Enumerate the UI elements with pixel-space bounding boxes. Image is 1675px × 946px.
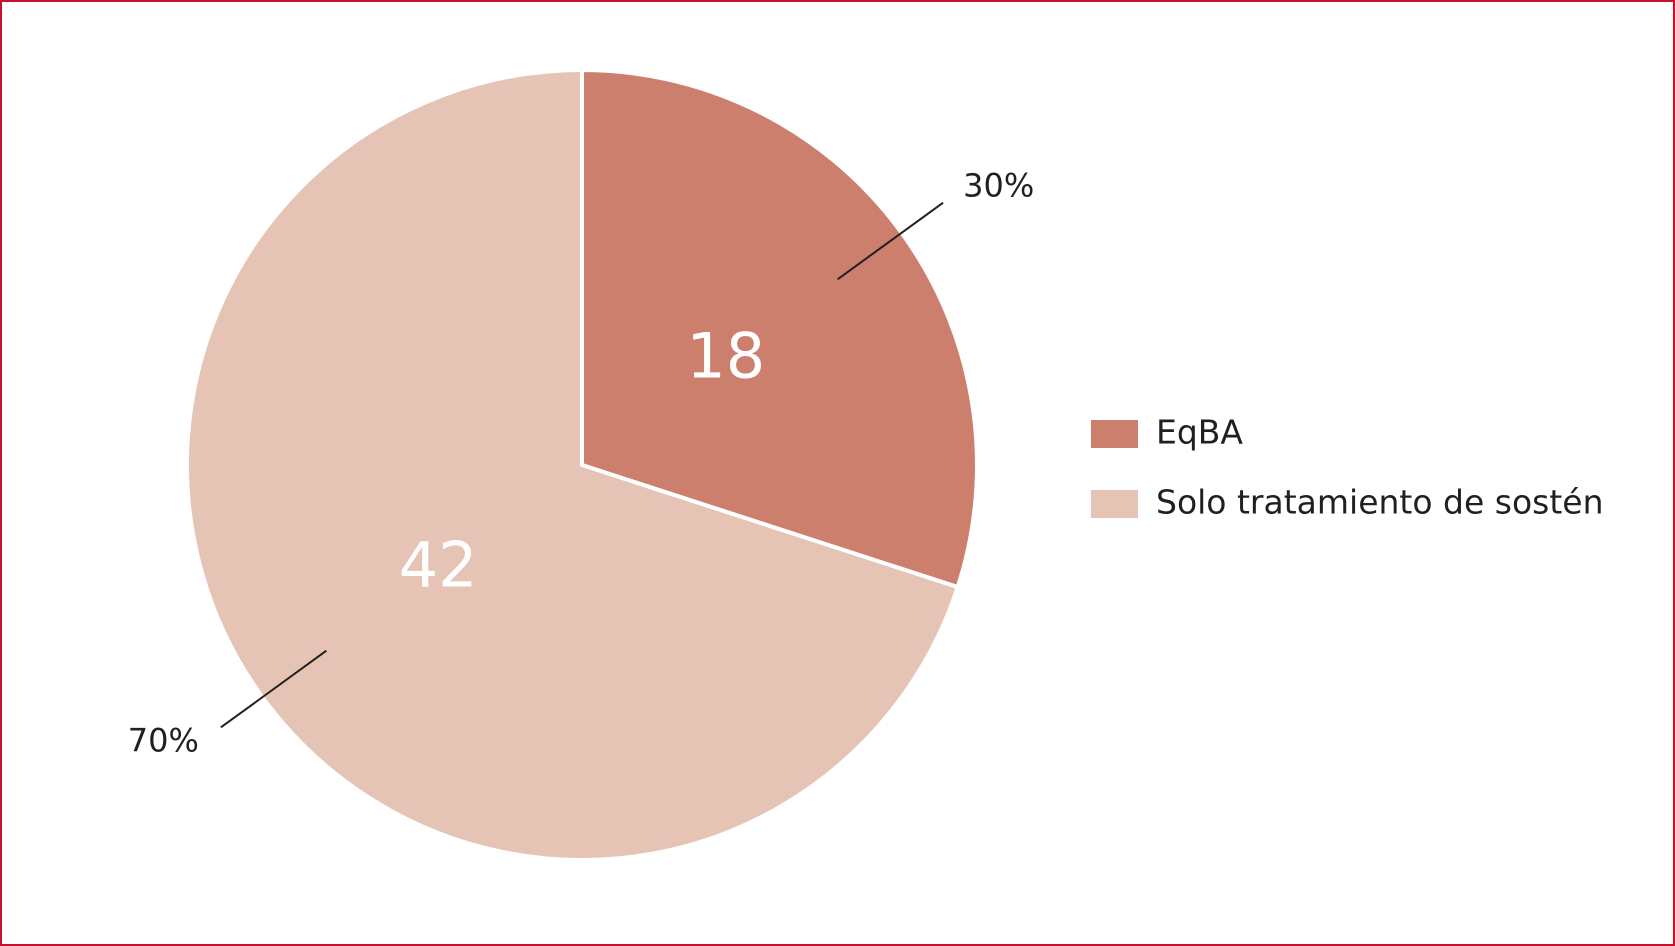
percent-label: 70% bbox=[128, 721, 199, 759]
percent-label: 30% bbox=[963, 167, 1034, 205]
value-label: 18 bbox=[686, 320, 765, 393]
leader-line bbox=[220, 649, 327, 729]
value-label: 42 bbox=[399, 529, 478, 602]
legend-label: Solo tratamiento de sostén bbox=[1156, 483, 1604, 522]
leader-line bbox=[837, 201, 944, 281]
legend-swatch bbox=[1091, 490, 1138, 518]
legend-swatch bbox=[1091, 420, 1138, 448]
legend-label: EqBA bbox=[1156, 413, 1243, 452]
